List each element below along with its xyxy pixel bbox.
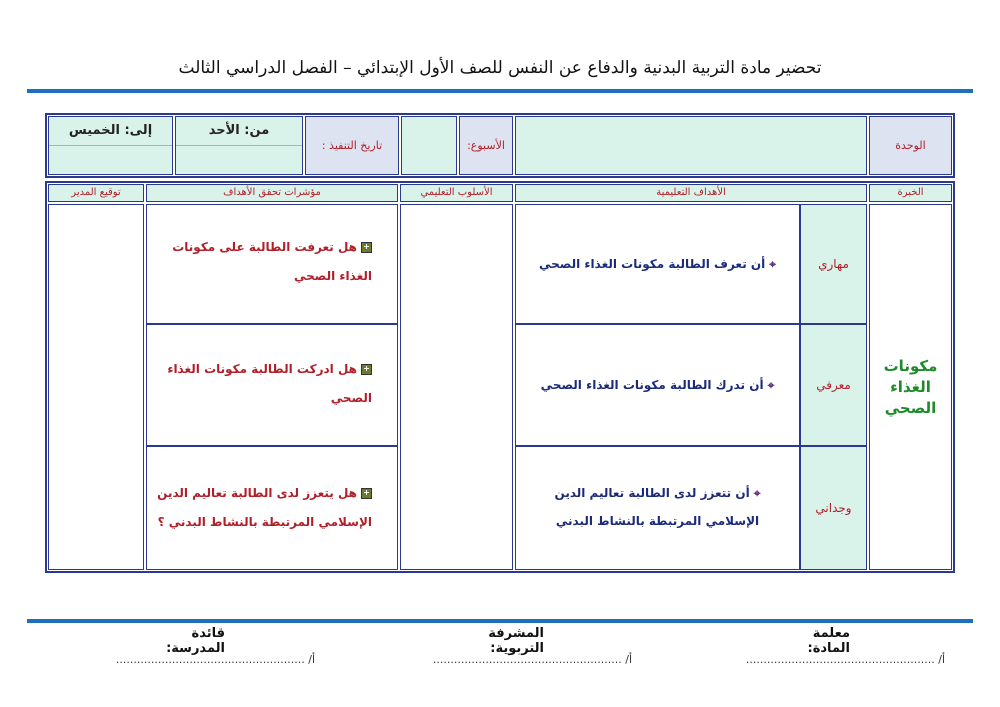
objective-row-2: ⌖أن تدرك الطالبة مكونات الغذاء الصحي (515, 324, 800, 446)
indicator-text: +هل تعرفت الطالبة على مكونات الغذاء الصح… (172, 240, 372, 283)
to-day: إلى: الخميس (49, 117, 172, 146)
objective-text: أن تتعزز لدى الطالبة تعاليم الدين الإسلا… (554, 486, 760, 528)
crosshair-bullet-icon: ⌖ (753, 486, 761, 500)
indicator-text: +هل ادركت الطالبة مكونات الغذاء الصحي (167, 362, 372, 405)
week-value[interactable] (401, 116, 457, 175)
experience-cell: مكونات الغذاء الصحي (869, 204, 952, 570)
from-day: من: الأحد (176, 117, 302, 146)
supervisor-signature-line[interactable]: أ/ .....................................… (432, 653, 632, 666)
header-objectives: الأهداف التعليمية (515, 184, 867, 202)
indicator-row-2: +هل ادركت الطالبة مكونات الغذاء الصحي (146, 324, 398, 446)
to-day-cell: إلى: الخميس (48, 116, 173, 175)
unit-value[interactable] (515, 116, 867, 175)
checkbox-bullet-icon: + (361, 242, 372, 253)
teacher-label: معلمة المادة: (807, 626, 850, 656)
method-cell[interactable] (400, 204, 513, 570)
objective-row-3: ⌖أن تتعزز لدى الطالبة تعاليم الدين الإسل… (515, 446, 800, 570)
objective-text: أن تعرف الطالبة مكونات الغذاء الصحي (539, 257, 766, 271)
header-principal-sign: توقيع المدير (48, 184, 144, 202)
lesson-table (45, 181, 955, 573)
indicator-row-1: +هل تعرفت الطالبة على مكونات الغذاء الصح… (146, 204, 398, 324)
principal-label: قائدة المدرسة: (166, 626, 225, 656)
principal-signature-line[interactable]: أ/ .....................................… (115, 653, 315, 666)
indicator-text: +هل يتعزز لدى الطالبة تعاليم الدين الإسل… (157, 486, 372, 529)
top-divider (27, 89, 973, 93)
header-indicators: مؤشرات تحقق الأهداف (146, 184, 398, 202)
domain-skill: مهاري (800, 204, 867, 324)
date-label: تاريخ التنفيذ : (305, 116, 399, 175)
page-title: تحضير مادة التربية البدنية والدفاع عن ال… (178, 58, 822, 78)
objective-text: أن تدرك الطالبة مكونات الغذاء الصحي (540, 378, 764, 392)
checkbox-bullet-icon: + (361, 488, 372, 499)
objective-row-1: ⌖أن تعرف الطالبة مكونات الغذاء الصحي (515, 204, 800, 324)
crosshair-bullet-icon: ⌖ (769, 257, 776, 271)
bottom-divider (27, 619, 973, 623)
week-label: الأسبوع: (459, 116, 513, 175)
unit-label: الوحدة (869, 116, 952, 175)
supervisor-label: المشرفة التربوية: (488, 626, 544, 656)
crosshair-bullet-icon: ⌖ (767, 378, 775, 392)
domain-affective: وجداني (800, 446, 867, 570)
checkbox-bullet-icon: + (361, 364, 372, 375)
indicator-row-3: +هل يتعزز لدى الطالبة تعاليم الدين الإسل… (146, 446, 398, 570)
teacher-signature-line[interactable]: أ/ .....................................… (745, 653, 945, 666)
header-experience: الخبرة (869, 184, 952, 202)
header-method: الأسلوب التعليمي (400, 184, 513, 202)
info-table (45, 113, 955, 178)
from-day-cell: من: الأحد (175, 116, 303, 175)
principal-sign-cell[interactable] (48, 204, 144, 570)
domain-cognitive: معرفي (800, 324, 867, 446)
